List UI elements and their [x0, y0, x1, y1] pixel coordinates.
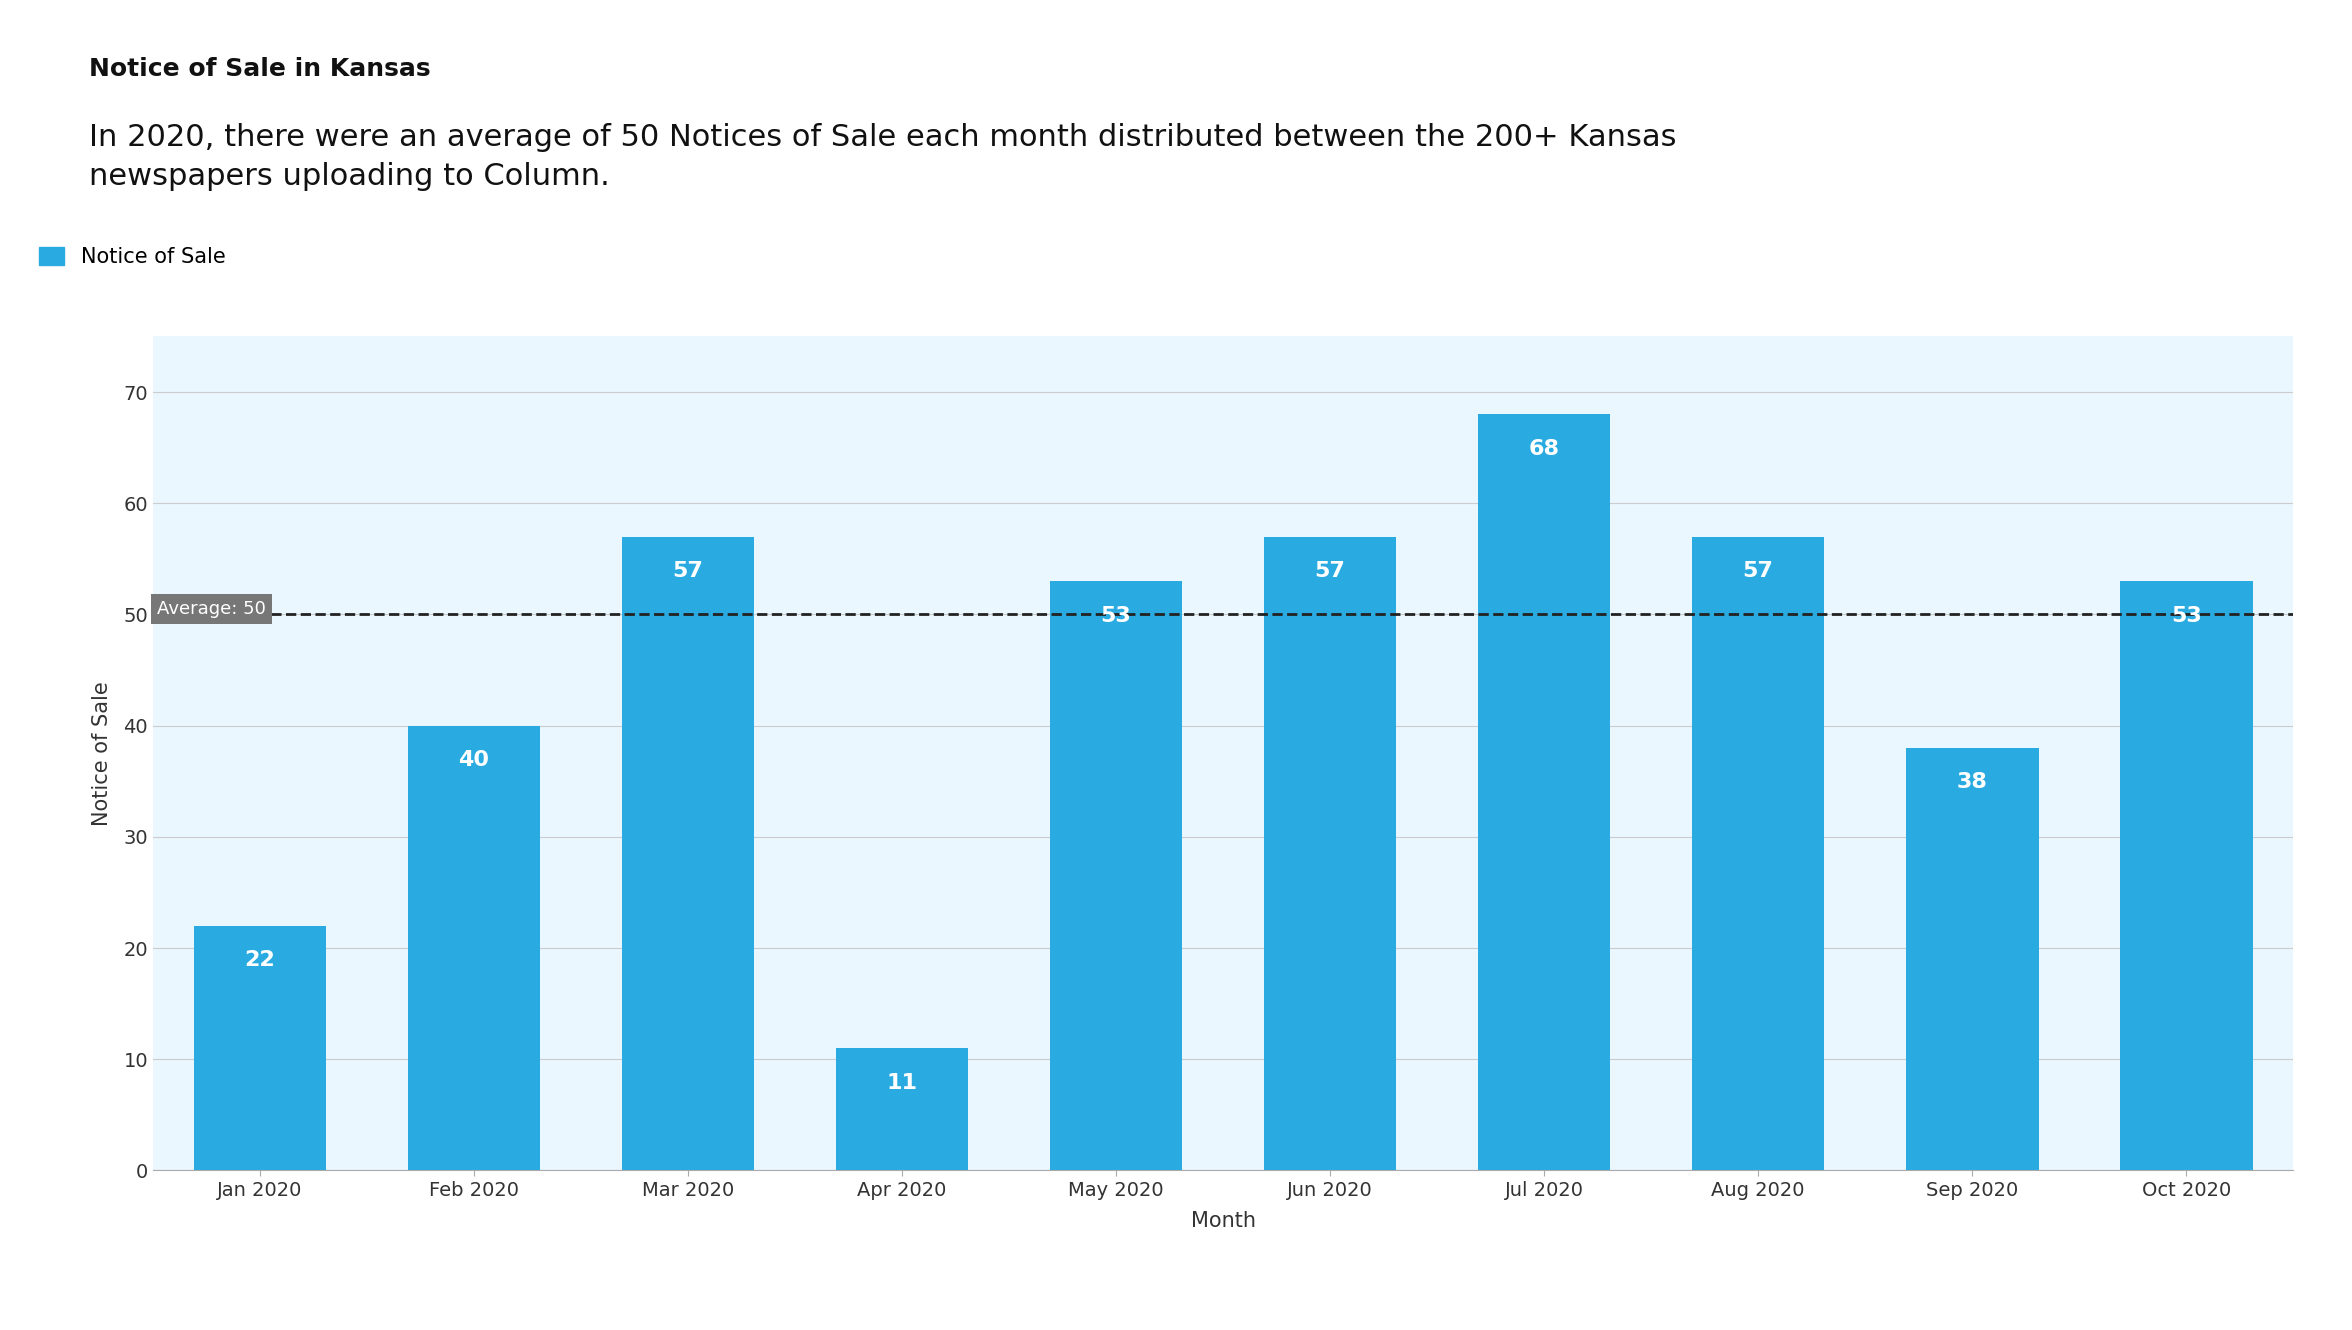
Text: 57: 57	[1743, 561, 1773, 581]
Bar	[1049, 581, 1183, 1170]
Text: Average: 50: Average: 50	[158, 600, 266, 618]
Bar	[1263, 536, 1397, 1170]
Text: KANSAS STORAGE NOTICES - 2021 - SLIDE 4: KANSAS STORAGE NOTICES - 2021 - SLIDE 4	[1795, 1270, 2310, 1290]
Bar	[2119, 581, 2253, 1170]
Text: 22: 22	[245, 950, 275, 971]
Text: 57: 57	[673, 561, 703, 581]
Bar	[193, 926, 327, 1170]
Text: ≡ Column: ≡ Column	[42, 1270, 155, 1290]
Y-axis label: Notice of Sale: Notice of Sale	[92, 681, 113, 826]
Bar	[1905, 747, 2039, 1170]
Bar	[407, 726, 541, 1170]
Bar	[1691, 536, 1825, 1170]
Text: 40: 40	[459, 750, 489, 770]
Bar	[621, 536, 755, 1170]
Bar	[1477, 415, 1611, 1170]
X-axis label: Month: Month	[1190, 1210, 1256, 1232]
Text: 68: 68	[1529, 439, 1559, 459]
Text: 53: 53	[2171, 605, 2201, 625]
Text: 38: 38	[1957, 773, 1987, 793]
Text: 53: 53	[1101, 605, 1131, 625]
Bar	[835, 1048, 969, 1170]
Legend: Notice of Sale: Notice of Sale	[31, 238, 233, 275]
Text: 57: 57	[1315, 561, 1345, 581]
Text: 11: 11	[887, 1072, 917, 1092]
Text: In 2020, there were an average of 50 Notices of Sale each month distributed betw: In 2020, there were an average of 50 Not…	[89, 124, 1677, 192]
Text: Notice of Sale in Kansas: Notice of Sale in Kansas	[89, 57, 430, 81]
